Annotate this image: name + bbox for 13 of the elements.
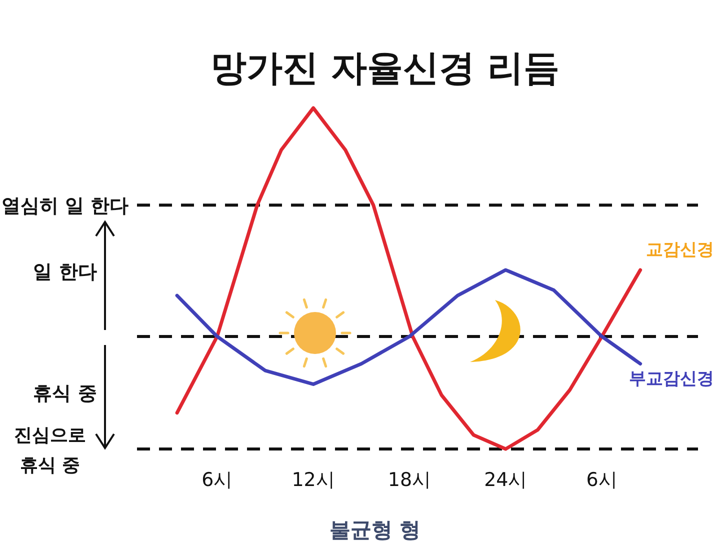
x-tick-label: 12시 bbox=[292, 469, 335, 491]
text: 일 한다 bbox=[33, 260, 97, 283]
x-tick-label: 6시 bbox=[586, 469, 618, 491]
chart-title: 망가진 자율신경 리듬 bbox=[210, 48, 560, 89]
text: 휴식 중 bbox=[33, 382, 97, 405]
x-tick-label: 6시 bbox=[202, 469, 233, 491]
x-tick-label: 18시 bbox=[388, 469, 432, 491]
x-tick-label: 24시 bbox=[484, 469, 528, 491]
series-label: 교감신경 bbox=[646, 240, 714, 260]
x-axis-title: 불균형 형 bbox=[329, 518, 421, 542]
series-label: 부교감신경 bbox=[629, 368, 714, 389]
text: 진심으로 휴식 중 bbox=[14, 425, 86, 476]
text: 열심히 일 한다 bbox=[1, 195, 129, 218]
